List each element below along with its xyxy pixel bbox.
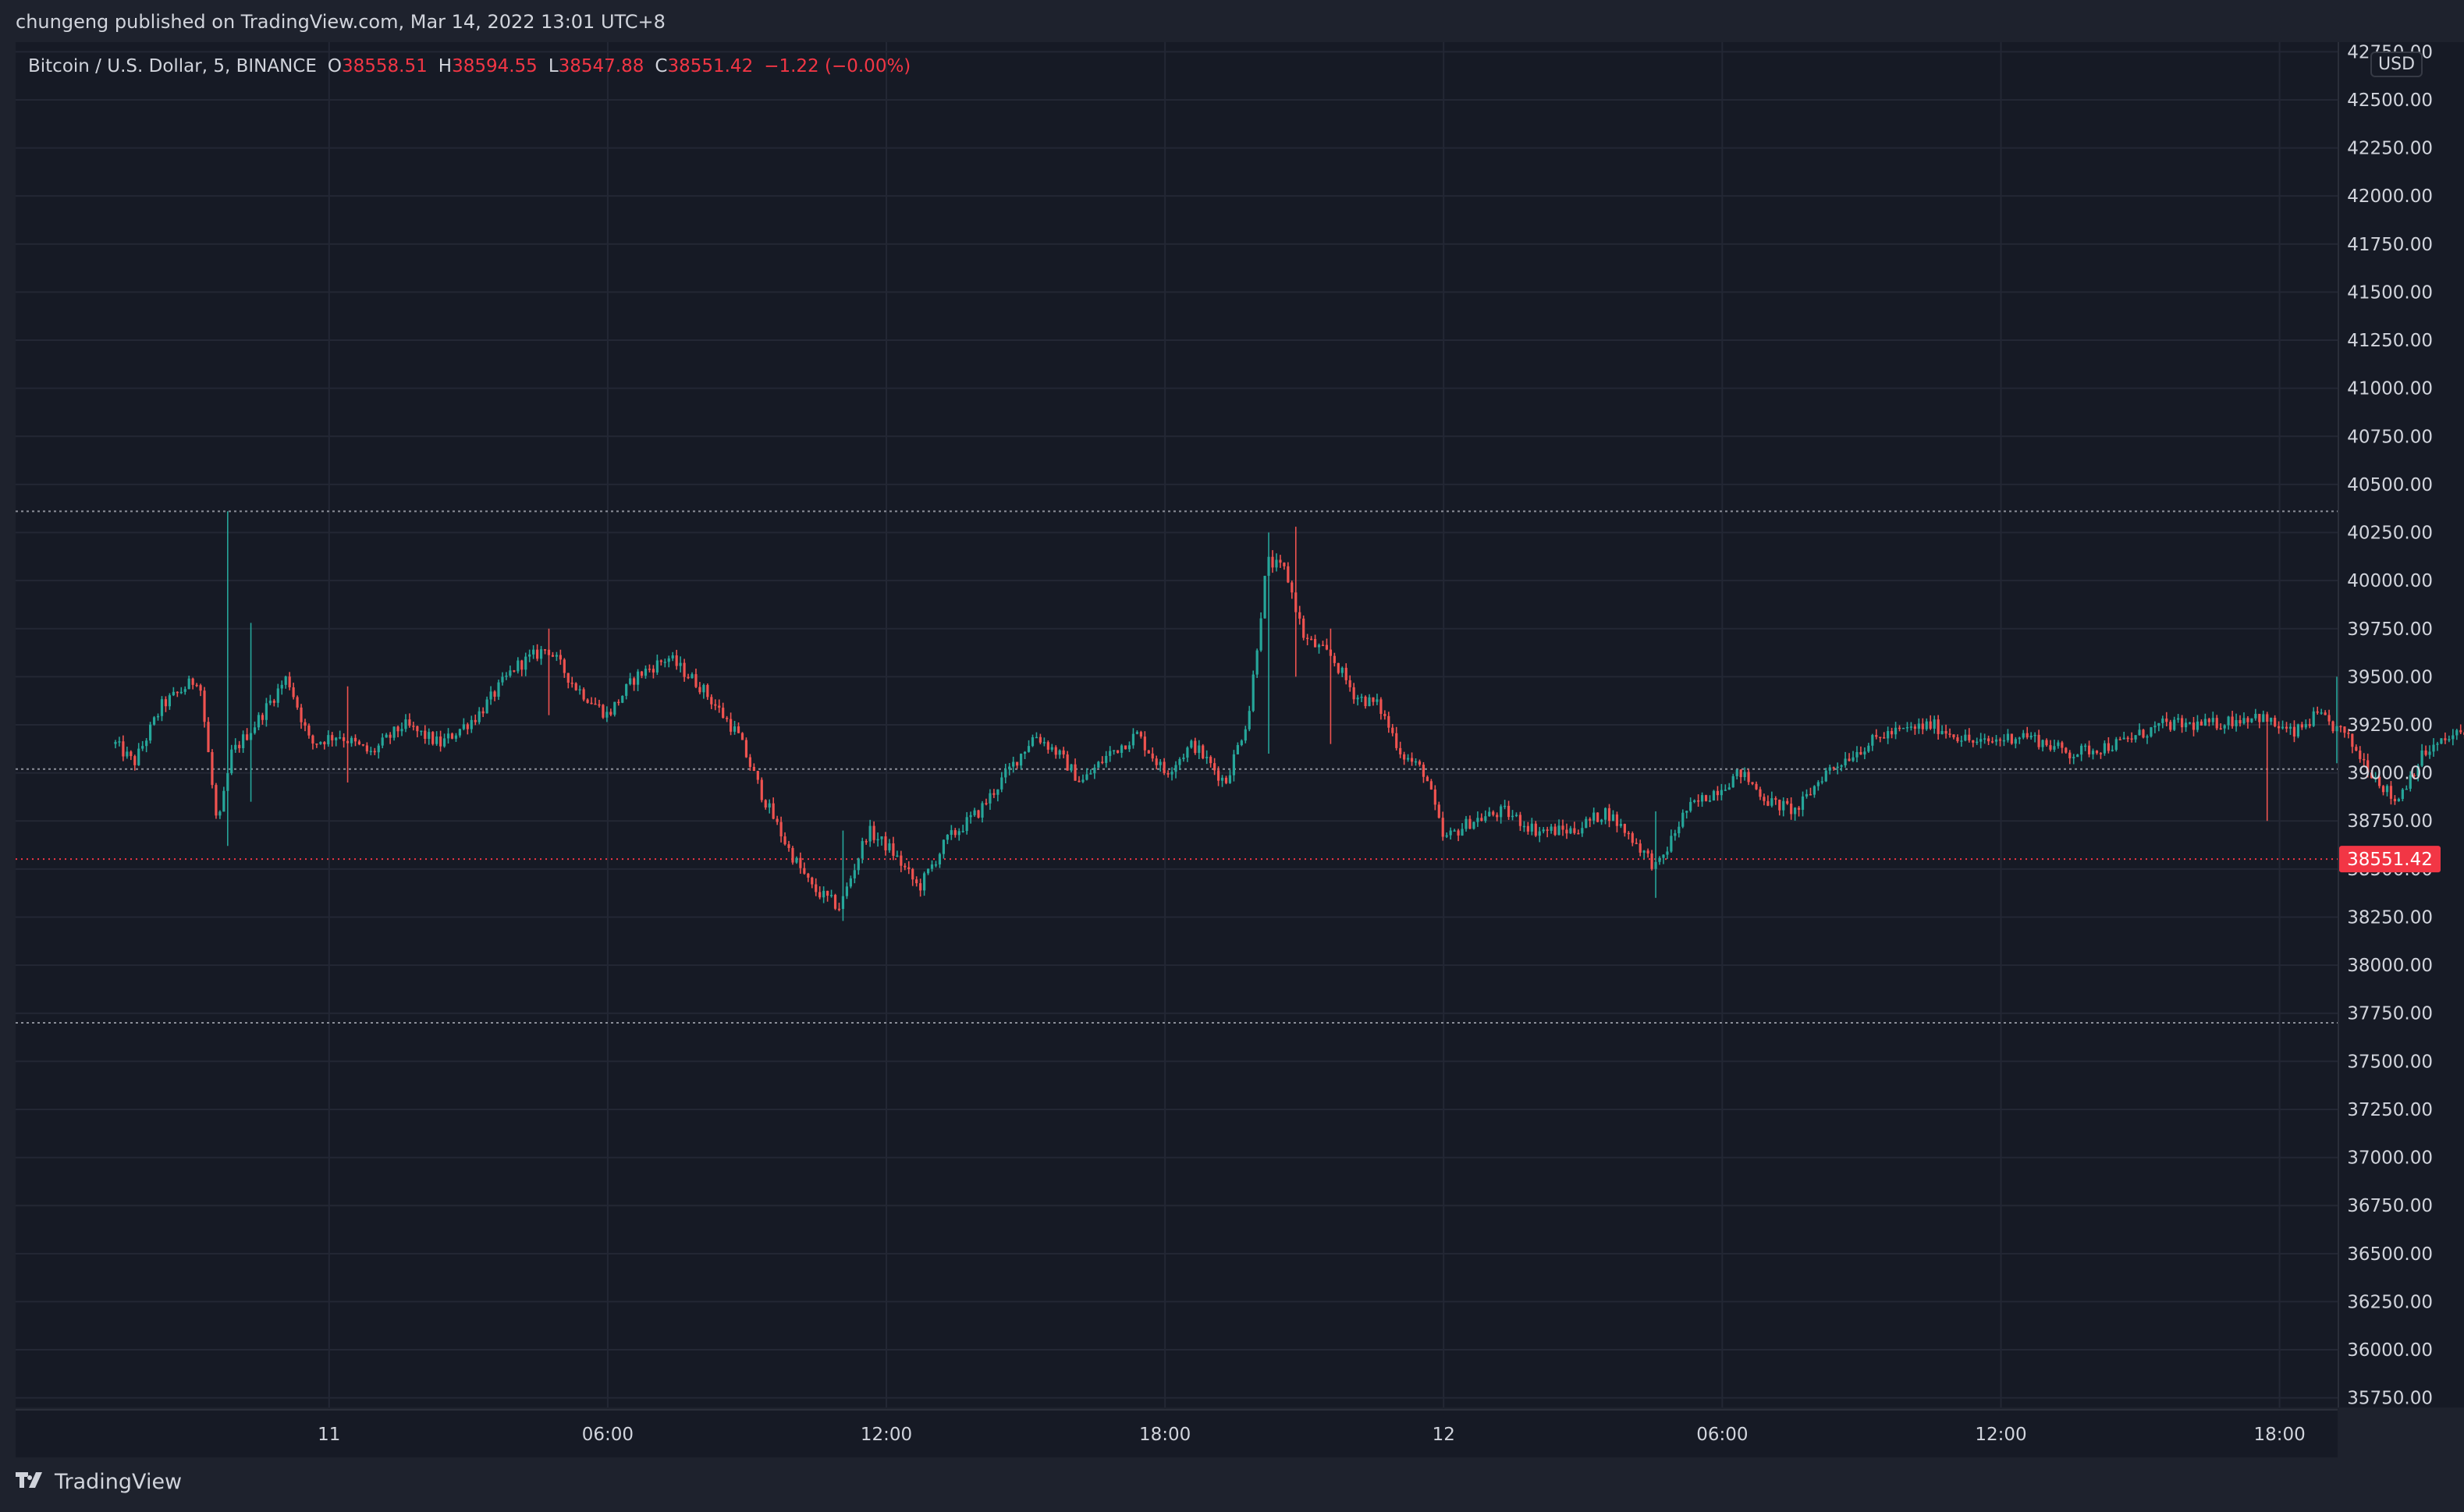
publisher-line: chungeng published on TradingView.com, M… bbox=[16, 11, 666, 33]
currency-button[interactable]: USD bbox=[2370, 51, 2423, 77]
tradingview-brand[interactable]: TradingView bbox=[16, 1470, 182, 1495]
open-value: 38558.51 bbox=[342, 56, 428, 76]
open-label: O bbox=[327, 56, 343, 76]
brand-name: TradingView bbox=[55, 1470, 183, 1494]
price-axis[interactable] bbox=[2338, 42, 2464, 1407]
time-axis[interactable] bbox=[16, 1409, 2338, 1457]
tradingview-logo-icon bbox=[16, 1471, 50, 1495]
close-label: C bbox=[655, 56, 668, 76]
high-value: 38594.55 bbox=[452, 56, 538, 76]
high-label: H bbox=[438, 56, 453, 76]
symbol-legend[interactable]: Bitcoin / U.S. Dollar, 5, BINANCE O38558.… bbox=[28, 56, 911, 76]
chart-pane[interactable] bbox=[16, 42, 2338, 1407]
close-value: 38551.42 bbox=[667, 56, 754, 76]
symbol-name[interactable]: Bitcoin / U.S. Dollar, 5, BINANCE bbox=[28, 56, 317, 76]
low-label: L bbox=[548, 56, 559, 76]
change-value: −1.22 (−0.00%) bbox=[764, 56, 911, 76]
low-value: 38547.88 bbox=[558, 56, 644, 76]
